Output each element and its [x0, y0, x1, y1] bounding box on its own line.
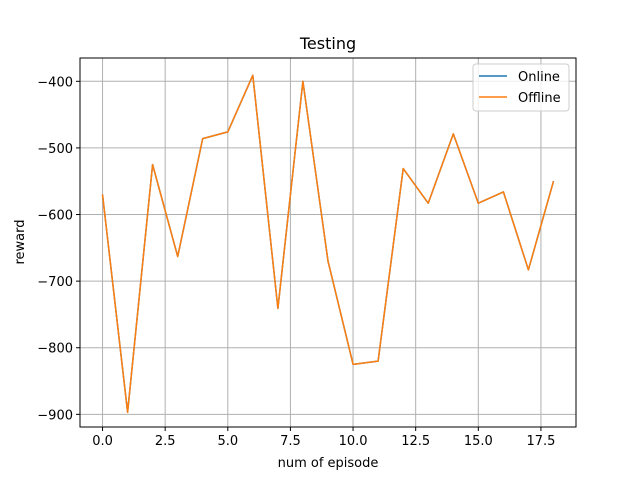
x-tick-label: 7.5 [280, 434, 301, 449]
chart-title: Testing [299, 34, 356, 53]
series-line-offline [101, 74, 555, 414]
x-tick-label: 0.0 [92, 434, 113, 449]
y-tick-label: −800 [37, 342, 73, 357]
legend-label-offline: Offline [518, 91, 561, 106]
x-tick-label: 17.5 [526, 434, 555, 449]
legend-label-online: Online [518, 70, 560, 85]
y-tick-label: −600 [37, 209, 73, 224]
y-axis-title: reward [13, 219, 28, 264]
y-tick-label: −700 [37, 275, 73, 290]
x-tick-label: 5.0 [217, 434, 238, 449]
y-ticks: −900 −800 −700 −600 −500 −400 [37, 75, 80, 423]
y-tick-label: −900 [37, 408, 73, 423]
plot-frame [79, 57, 577, 428]
series-layer [101, 74, 555, 414]
x-ticks: 0.0 2.5 5.0 7.5 10.0 12.5 15.0 17.5 [92, 427, 555, 449]
grid [80, 58, 576, 427]
x-tick-label: 2.5 [155, 434, 176, 449]
y-tick-label: −500 [37, 142, 73, 157]
x-tick-label: 15.0 [464, 434, 493, 449]
legend: Online Offline [472, 63, 570, 112]
x-axis-title: num of episode [278, 456, 379, 471]
y-tick-label: −400 [37, 75, 73, 90]
x-tick-label: 10.0 [339, 434, 368, 449]
x-tick-label: 12.5 [401, 434, 430, 449]
